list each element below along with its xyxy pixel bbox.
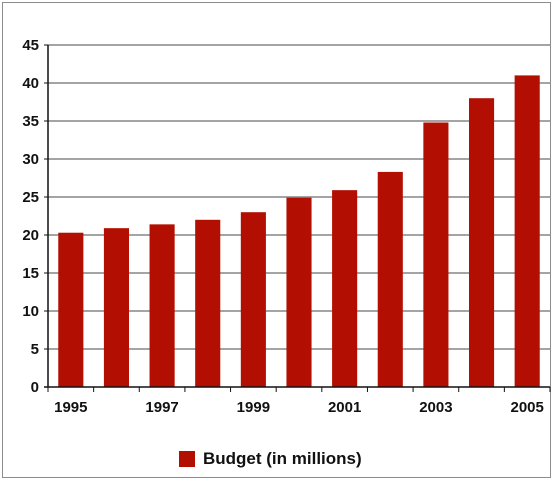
y-tick-label-10: 10 [22, 303, 39, 320]
x-tick-label-1995: 1995 [54, 399, 87, 416]
bar-2005 [514, 75, 540, 388]
y-tick-label-5: 5 [31, 341, 39, 358]
axes [44, 44, 551, 392]
legend-swatch [179, 451, 195, 467]
y-tick-label-15: 15 [22, 265, 39, 282]
bar-2000 [286, 197, 312, 387]
x-tick-label-1997: 1997 [145, 399, 178, 416]
x-tick-label-2003: 2003 [419, 399, 452, 416]
bar-2002 [377, 171, 403, 387]
y-tick-label-40: 40 [22, 75, 39, 92]
bar-2004 [468, 98, 495, 387]
chart-frame: 0 5 10 15 20 25 30 35 40 45 1995 1997 1999 2001 2003 2… [2, 2, 551, 478]
bar-1999 [240, 212, 266, 387]
x-tick-labels: 1995 1997 1999 2001 2003 2005 [54, 399, 544, 416]
bar-1995 [58, 232, 84, 387]
legend-label: Budget (in millions) [203, 449, 362, 468]
bar-2003 [423, 122, 449, 388]
bars [58, 75, 540, 388]
y-tick-label-35: 35 [22, 113, 39, 130]
y-tick-label-20: 20 [22, 227, 39, 244]
y-tick-label-0: 0 [31, 379, 39, 396]
budget-bar-chart: 0 5 10 15 20 25 30 35 40 45 1995 1997 1999 2001 2003 2… [22, 37, 551, 416]
grid-lines [48, 44, 550, 350]
bar-1998 [195, 219, 221, 387]
bar-2001 [332, 190, 358, 387]
x-tick-label-1999: 1999 [237, 399, 270, 416]
bar-1996 [103, 228, 130, 387]
y-tick-label-30: 30 [22, 151, 39, 168]
x-tick-label-2005: 2005 [510, 399, 543, 416]
y-tick-label-25: 25 [22, 189, 39, 206]
legend: Budget (in millions) [179, 449, 362, 469]
bar-1997 [149, 224, 175, 387]
y-tick-label-45: 45 [22, 37, 39, 54]
y-tick-labels: 0 5 10 15 20 25 30 35 40 45 [22, 37, 39, 396]
x-tick-label-2001: 2001 [328, 399, 361, 416]
